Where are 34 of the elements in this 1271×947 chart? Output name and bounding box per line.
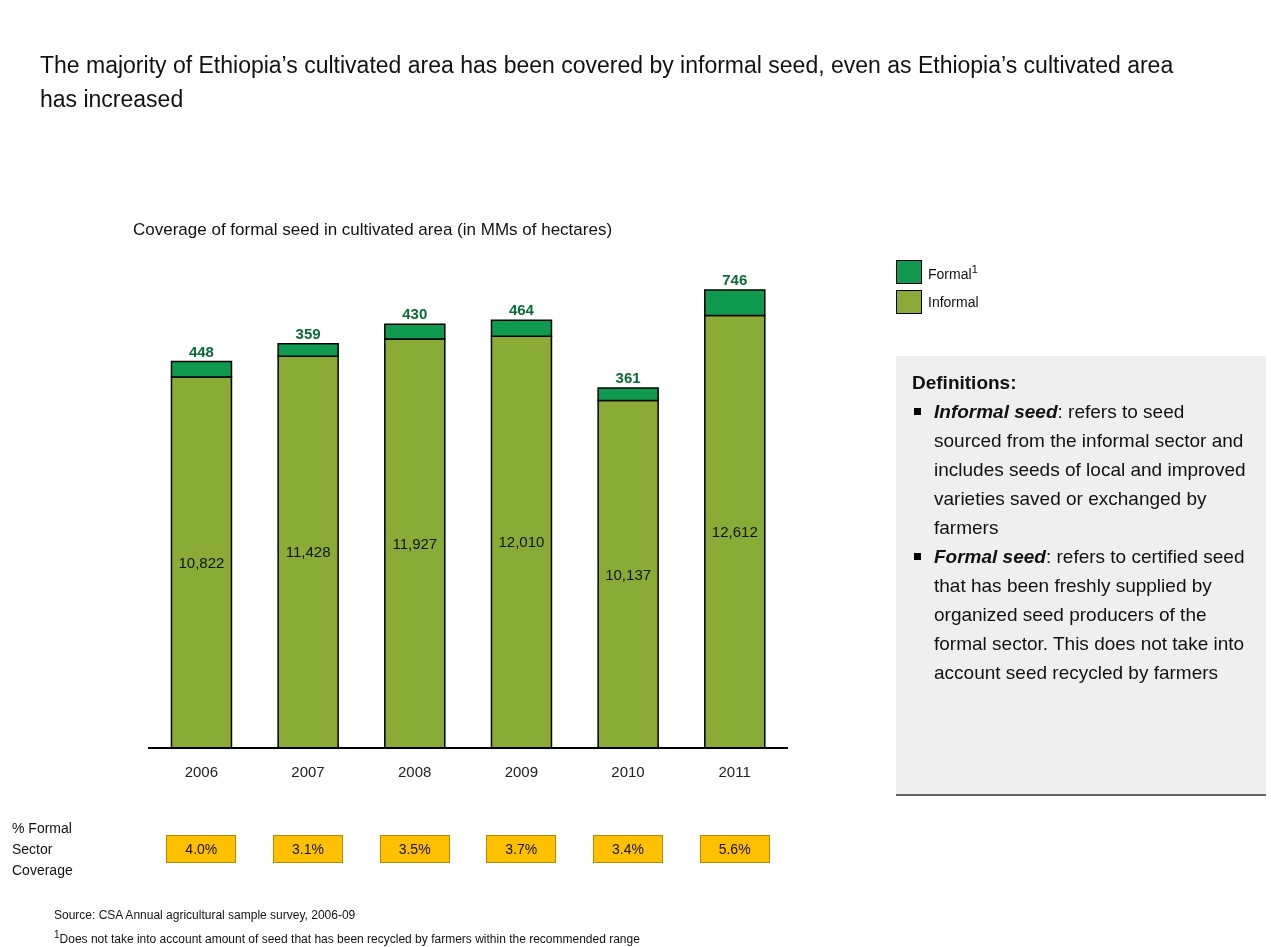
- text: 3.5%: [398, 841, 431, 857]
- text: % Formal Sector Coverage: [12, 820, 73, 878]
- data-label: 11,428: [285, 543, 331, 561]
- legend-label: Formal$^{1}$: [928, 262, 979, 282]
- data-label: 430: [402, 305, 428, 323]
- text: 3.7%: [505, 841, 538, 857]
- data-label: 12,612: [711, 523, 758, 541]
- text: 5.6%: [718, 841, 751, 857]
- data-label: 12,010: [498, 533, 545, 551]
- x-tick-label: 2009: [504, 762, 539, 780]
- data-label: 448: [188, 342, 214, 360]
- data-label: 10,137: [605, 565, 652, 583]
- data-label: 11,927: [392, 534, 438, 552]
- data-label: 464: [508, 301, 535, 319]
- legend-label: Informal: [928, 294, 979, 310]
- x-tick-label: 2008: [397, 762, 432, 780]
- text: Definitions:: [912, 372, 1017, 393]
- text: $^{1}$Does not take into account amount of seed that has been recycled by farmers within the recommended range: [54, 929, 640, 946]
- data-label: 746: [722, 271, 748, 289]
- x-tick-label: 2010: [611, 762, 645, 780]
- x-tick-label: 2007: [291, 762, 325, 780]
- data-label: 10,822: [178, 553, 225, 571]
- text: 3.1%: [292, 841, 324, 857]
- data-label: 361: [615, 369, 641, 387]
- text: 4.0%: [185, 841, 218, 857]
- x-tick-label: 2011: [718, 762, 751, 780]
- source-note: Source: CSA Annual agricultural sample survey, 2006-09: [54, 908, 356, 922]
- chart-title: The majority of Ethiopia’s cultivated area has been covered by informal seed, even as Ethiopia’s cultivated area has increased: [40, 52, 1174, 112]
- text: Formal seed: refers to certified seed that has been freshly supplied by organized seed producers of the formal sector. This does not take into account seed recycled by farmers: [934, 546, 1245, 683]
- text: 3.4%: [612, 841, 644, 857]
- text: Informal seed: refers to seed sourced from the informal sector and includes seeds of local and improved varieties saved or exchanged by farmers: [934, 401, 1246, 538]
- x-tick-label: 2006: [184, 762, 219, 780]
- chart-subtitle: Coverage of formal seed in cultivated area (in MMs of hectares): [133, 220, 613, 239]
- data-label: 359: [295, 324, 321, 342]
